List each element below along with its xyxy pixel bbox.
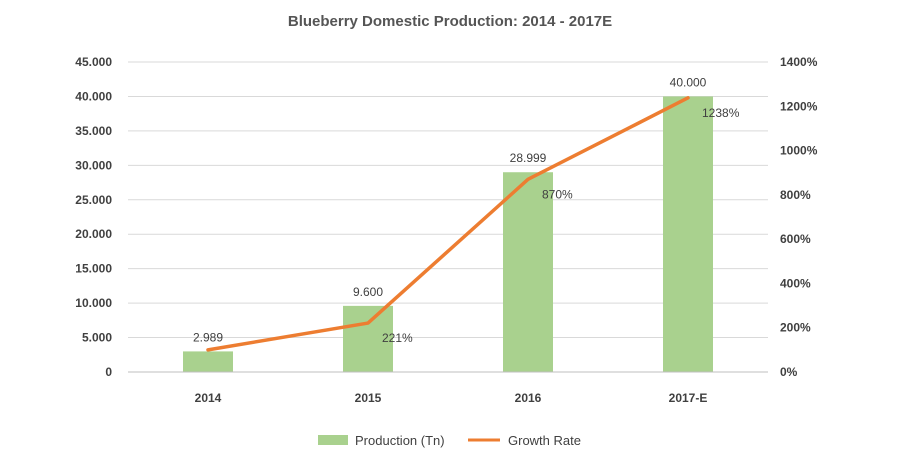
y-left-tick-label: 25.000 (75, 193, 112, 207)
y-left-tick-label: 5.000 (82, 331, 112, 345)
y-left-tick-label: 10.000 (75, 296, 112, 310)
y-right-tick-label: 1400% (780, 55, 818, 69)
bars (183, 96, 713, 372)
production-bar (663, 96, 713, 372)
production-data-label: 40.000 (670, 75, 707, 89)
y-left-tick-label: 20.000 (75, 227, 112, 241)
x-tick-label: 2016 (515, 391, 542, 405)
production-data-label: 28.999 (510, 151, 547, 165)
y-left-tick-label: 15.000 (75, 262, 112, 276)
x-tick-label: 2014 (195, 391, 222, 405)
x-tick-label: 2017-E (669, 391, 708, 405)
growth-rate-data-label: 1238% (702, 106, 740, 120)
legend: Production (Tn) Growth Rate (318, 433, 581, 448)
y-left-tick-label: 30.000 (75, 158, 112, 172)
production-data-label: 2.989 (193, 330, 223, 344)
y-left-tick-label: 0 (105, 365, 112, 379)
production-bar (343, 305, 393, 372)
growth-rate-data-label: 870% (542, 187, 573, 201)
y-left-tick-label: 45.000 (75, 55, 112, 69)
chart-title: Blueberry Domestic Production: 2014 - 20… (288, 13, 612, 30)
y-right-tick-label: 600% (780, 232, 811, 246)
axes: 0 5.000 10.000 15.000 20.000 25.000 30.000 35.0… (75, 55, 817, 405)
y-left-tick-label: 35.000 (75, 124, 112, 138)
legend-swatch-production (318, 435, 348, 445)
production-bar (183, 351, 233, 372)
legend-label-production: Production (Tn) (355, 433, 445, 448)
y-right-tick-label: 1200% (780, 99, 818, 113)
y-right-tick-label: 800% (780, 188, 811, 202)
y-right-tick-label: 1000% (780, 144, 818, 158)
production-bar (503, 172, 553, 372)
growth-rate-line (206, 96, 690, 352)
y-right-tick-label: 0% (780, 365, 798, 379)
x-tick-label: 2015 (355, 391, 382, 405)
data-labels: 2.989 9.600 28.999 40.000 221% 870% 1238% (193, 75, 740, 345)
growth-line (206, 96, 690, 352)
production-data-label: 9.600 (353, 285, 383, 299)
gridlines (128, 61, 768, 339)
y-right-tick-label: 200% (780, 321, 811, 335)
y-left-tick-label: 40.000 (75, 89, 112, 103)
legend-label-growth-rate: Growth Rate (508, 433, 581, 448)
growth-rate-data-label: 221% (382, 331, 413, 345)
y-right-tick-label: 400% (780, 276, 811, 290)
